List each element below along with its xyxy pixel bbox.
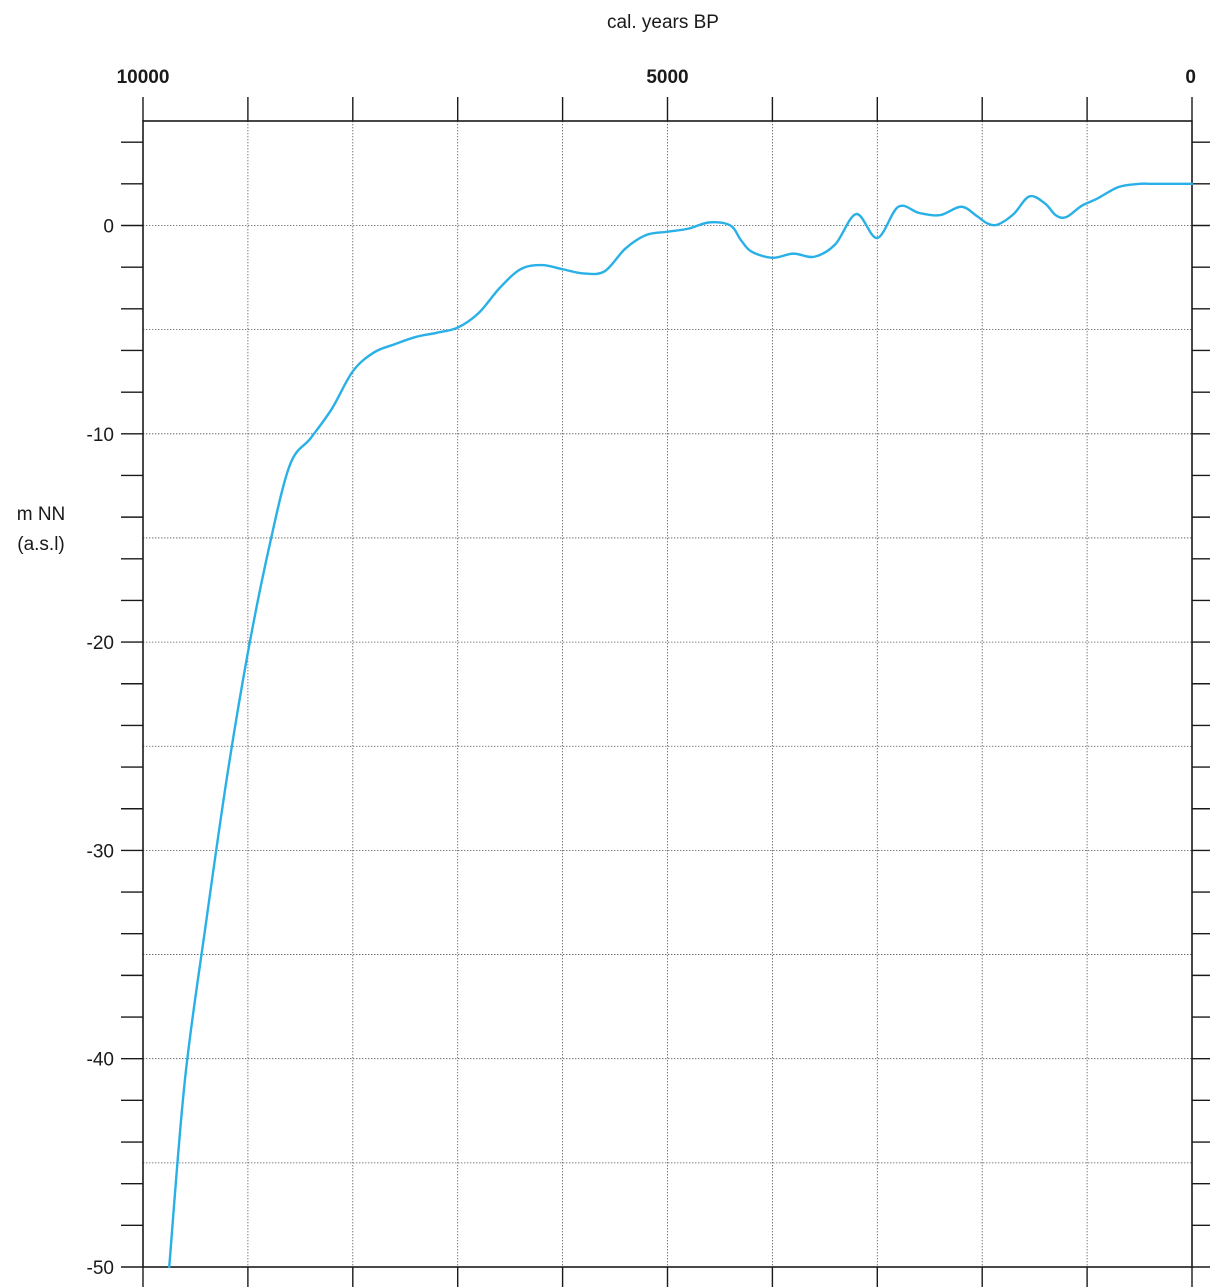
x-axis-title: cal. years BP	[607, 12, 719, 33]
tick-labels: 10000 5000 0 0 -10 -20 -30 -40 -50	[87, 67, 1196, 1279]
y-tick-label: -40	[87, 1050, 114, 1071]
sea-level-curve	[168, 182, 1194, 1269]
grid-lines	[143, 121, 1192, 1267]
y-tick-label: -20	[87, 633, 114, 654]
axis-ticks	[121, 97, 1210, 1287]
y-tick-label: 0	[103, 217, 114, 238]
x-tick-label: 5000	[646, 67, 688, 88]
y-tick-label: -50	[87, 1258, 114, 1279]
y-axis-title-line-1: m NN	[17, 504, 66, 525]
y-axis-title-line-2: (a.s.l)	[17, 534, 65, 555]
series-layer	[168, 182, 1194, 1269]
y-tick-label: -10	[87, 425, 114, 446]
x-tick-label: 0	[1185, 67, 1196, 88]
plot-frame	[142, 120, 1193, 1268]
y-tick-label: -30	[87, 841, 114, 862]
x-tick-label: 10000	[117, 67, 170, 88]
